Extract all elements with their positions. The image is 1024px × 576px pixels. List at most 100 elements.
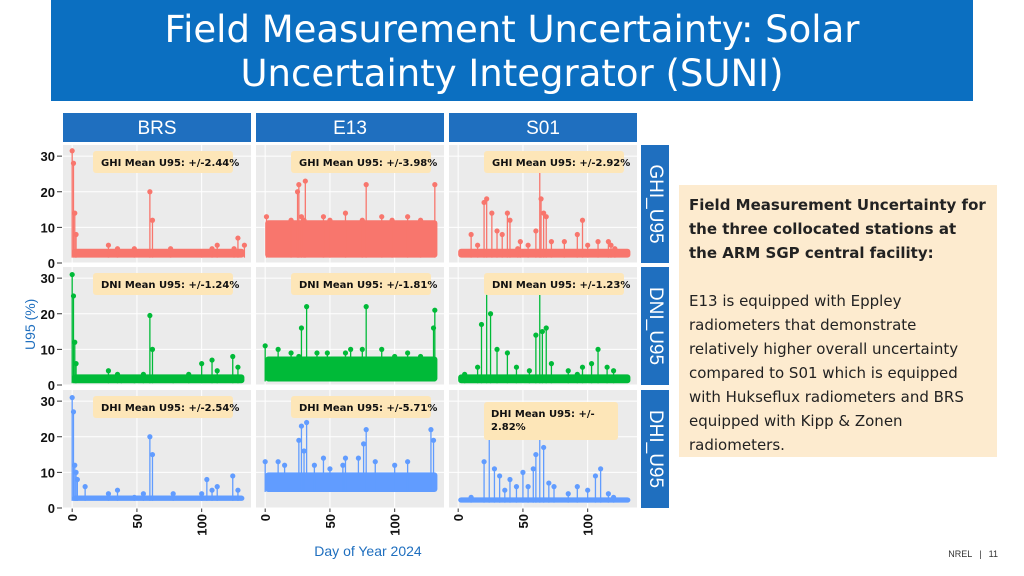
panel-e13-ghi-u95: GHI Mean U95: +/-3.98% xyxy=(256,145,444,264)
mean-label-box xyxy=(484,273,624,295)
data-point xyxy=(595,346,601,352)
data-point xyxy=(363,427,369,433)
data-point xyxy=(82,484,88,490)
data-point xyxy=(105,368,112,374)
data-point xyxy=(517,239,523,245)
data-point xyxy=(610,494,617,500)
data-point xyxy=(579,364,586,370)
data-point xyxy=(520,469,526,475)
x-tick-label: 0 xyxy=(65,514,80,521)
mean-label-box xyxy=(484,151,624,173)
data-point xyxy=(417,217,424,223)
data-point xyxy=(489,210,495,216)
data-point xyxy=(263,214,270,220)
panel-brs-dni-u95: DNI Mean U95: +/-1.24% xyxy=(63,267,251,386)
strip-dni-u95 xyxy=(641,267,669,385)
data-point xyxy=(417,353,424,360)
data-point xyxy=(432,307,438,313)
data-point xyxy=(230,473,236,479)
data-point xyxy=(494,346,500,352)
mean-label-box xyxy=(291,273,431,295)
data-point xyxy=(214,242,220,248)
y-tick-label: 20 xyxy=(41,430,55,445)
data-point xyxy=(262,343,268,349)
data-point xyxy=(491,466,498,472)
data-point xyxy=(320,214,327,220)
data-point xyxy=(275,459,281,465)
data-point xyxy=(468,231,474,238)
data-point xyxy=(147,312,153,319)
baseline-band xyxy=(458,374,631,384)
data-point xyxy=(314,350,320,356)
data-point xyxy=(507,217,513,223)
data-point xyxy=(359,346,365,352)
data-point xyxy=(296,182,302,188)
mean-label-box xyxy=(291,151,431,173)
data-point xyxy=(541,210,547,216)
panel-e13-dni-u95: DNI Mean U95: +/-1.81% xyxy=(256,267,444,386)
data-point xyxy=(301,448,307,454)
data-point xyxy=(70,160,77,166)
data-point xyxy=(565,368,571,374)
y-tick-label: 0 xyxy=(48,378,55,393)
data-point xyxy=(499,231,505,238)
data-point xyxy=(481,199,487,206)
panel-brs-dhi-u95: DHI Mean U95: +/-2.54% xyxy=(63,390,251,509)
baseline-band xyxy=(72,248,245,258)
data-point xyxy=(585,242,591,248)
data-point xyxy=(214,368,220,374)
data-point xyxy=(574,371,580,377)
data-point xyxy=(288,217,294,223)
data-point xyxy=(574,231,580,238)
data-point xyxy=(494,228,500,234)
data-point xyxy=(612,246,618,252)
data-point xyxy=(432,182,438,188)
x-tick-label: 100 xyxy=(581,514,596,536)
y-tick-label: 0 xyxy=(48,256,55,271)
baseline-band xyxy=(72,374,245,384)
x-tick-label: 50 xyxy=(323,514,338,528)
data-point xyxy=(608,242,614,248)
data-point xyxy=(262,459,268,465)
data-point xyxy=(497,473,503,479)
mean-label: DHI Mean U95: +/-2.54% xyxy=(101,403,239,414)
footer-org: NREL xyxy=(948,549,973,559)
data-point xyxy=(298,423,305,429)
data-point xyxy=(140,491,147,497)
data-point xyxy=(304,419,310,426)
data-point xyxy=(73,231,79,238)
mean-label-cont: 2.82% xyxy=(491,422,526,433)
strip-e13 xyxy=(256,113,444,142)
data-point xyxy=(333,357,340,363)
data-point xyxy=(72,210,78,216)
data-point xyxy=(468,494,474,500)
data-point xyxy=(475,364,481,370)
data-point xyxy=(235,235,241,241)
data-point xyxy=(405,459,411,465)
data-point xyxy=(513,484,520,490)
data-point xyxy=(513,364,520,370)
data-point xyxy=(69,148,75,154)
baseline-band xyxy=(265,472,438,492)
data-point xyxy=(114,371,121,377)
data-point xyxy=(392,353,398,360)
data-point xyxy=(561,239,567,245)
mean-label: GHI Mean U95: +/-2.44% xyxy=(101,158,239,169)
x-tick-label: 0 xyxy=(451,514,466,521)
mean-label: DNI Mean U95: +/-1.23% xyxy=(492,280,630,291)
slide-title-line1: Field Measurement Uncertainty: Solar xyxy=(164,8,860,51)
data-point xyxy=(363,304,369,310)
panel-s01-dni-u95: DNI Mean U95: +/-1.23% xyxy=(449,267,637,386)
data-point xyxy=(73,361,79,367)
facet-chart: BRS E13 S01GHI_U95DNI_U95DHI_U950102030010… xyxy=(41,113,669,536)
y-tick-label: 10 xyxy=(41,342,55,357)
data-point xyxy=(147,189,153,195)
data-point xyxy=(604,364,610,370)
y-tick-label: 30 xyxy=(41,394,55,409)
footer-separator: | xyxy=(979,549,982,559)
panel-brs-ghi-u95: GHI Mean U95: +/-2.44% xyxy=(63,145,251,264)
data-point xyxy=(484,196,490,202)
data-point xyxy=(533,228,539,234)
data-point xyxy=(149,451,156,458)
data-point xyxy=(533,332,539,338)
